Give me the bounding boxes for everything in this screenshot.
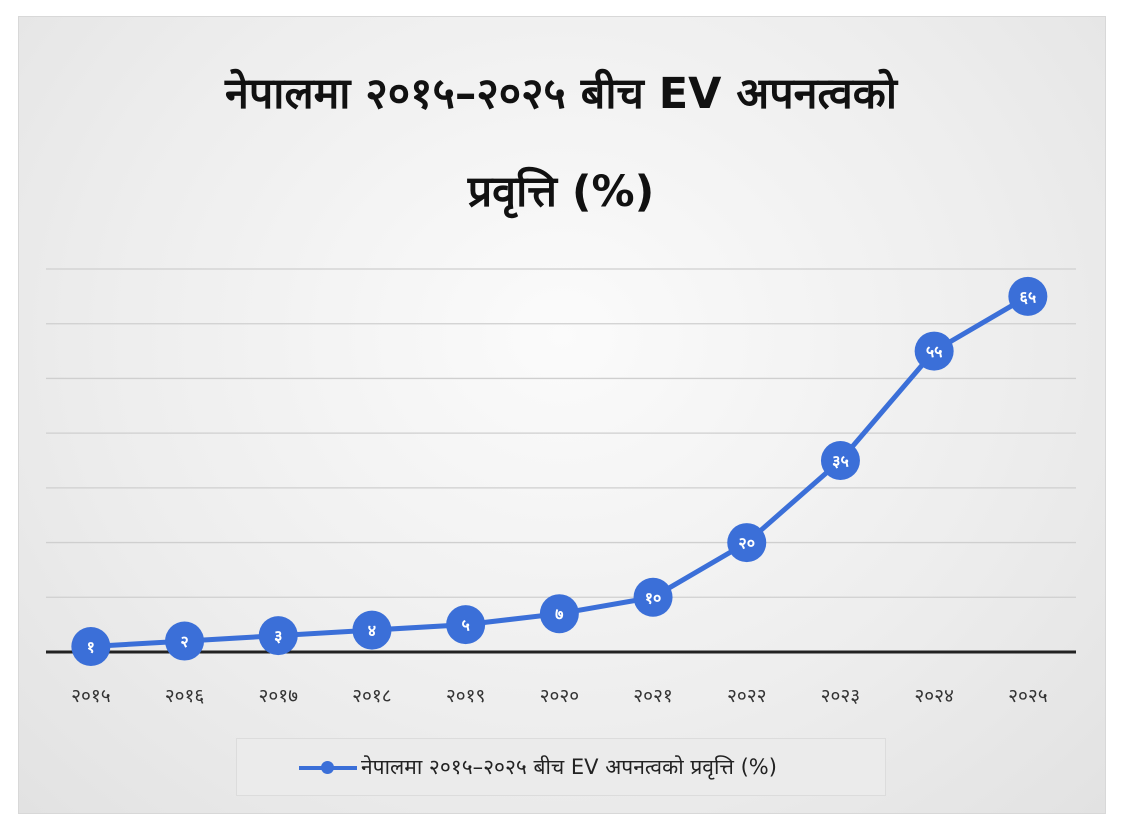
data-point-marker <box>352 610 392 650</box>
data-point-marker <box>914 331 954 371</box>
x-tick-label: २०१६ <box>165 685 205 707</box>
x-tick-label: २०२१ <box>633 685 673 707</box>
data-label: ५५ <box>926 342 943 361</box>
data-point-marker <box>165 621 205 661</box>
data-markers: १ २ ३ ४ ५ ७ १० २० ३५ ५५ ६५ <box>71 276 1048 667</box>
legend-label: नेपालमा २०१५–२०२५ बीच EV अपनत्वको प्रवृत… <box>361 755 777 779</box>
series-polyline <box>90 294 1030 649</box>
x-tick-label: २०१७ <box>258 685 298 707</box>
x-tick-label: २०१५ <box>71 685 111 707</box>
data-label: ५ <box>461 616 469 635</box>
data-label: २ <box>180 632 188 651</box>
legend: नेपालमा २०१५–२०२५ बीच EV अपनत्वको प्रवृत… <box>236 738 886 796</box>
data-point-marker <box>820 441 860 480</box>
data-point-marker <box>1008 276 1048 316</box>
x-tick-label: २०१८ <box>352 685 392 707</box>
chart-panel <box>18 16 1106 814</box>
gridlines <box>46 268 1076 654</box>
data-label: १० <box>645 588 662 607</box>
x-tick-label: २०२२ <box>727 685 767 707</box>
x-tick-label: २०२४ <box>914 685 954 707</box>
x-tick-label: २०२५ <box>1008 685 1048 707</box>
data-point-marker <box>71 627 111 667</box>
data-label: ७ <box>555 605 563 624</box>
chart-title-line-1: नेपालमा २०१५–२०२५ बीच EV अपनत्वको <box>225 69 897 119</box>
data-label: ६५ <box>1020 287 1037 306</box>
series-line <box>90 294 1030 649</box>
data-point-marker <box>539 594 579 634</box>
x-tick-label: २०२३ <box>821 685 861 707</box>
x-axis-tick-labels: २०१५ २०१६ २०१७ २०१८ २०१९ २०२० २०२१ २०२२ २०२३ २०२४… <box>71 685 1048 707</box>
data-label: ३ <box>274 627 282 646</box>
data-label: २० <box>738 534 755 553</box>
data-point-marker <box>727 523 767 563</box>
data-point-marker <box>446 605 486 645</box>
data-point-marker <box>633 577 673 617</box>
data-point-marker <box>258 616 298 656</box>
data-label: ४ <box>368 621 376 640</box>
legend-marker-swatch <box>321 761 334 774</box>
data-label: ३५ <box>832 452 849 471</box>
x-tick-label: २०२० <box>540 685 580 707</box>
x-tick-label: २०१९ <box>446 685 486 707</box>
data-label: १ <box>87 638 95 657</box>
chart-title-line-2: प्रवृत्ति (%) <box>467 167 655 217</box>
